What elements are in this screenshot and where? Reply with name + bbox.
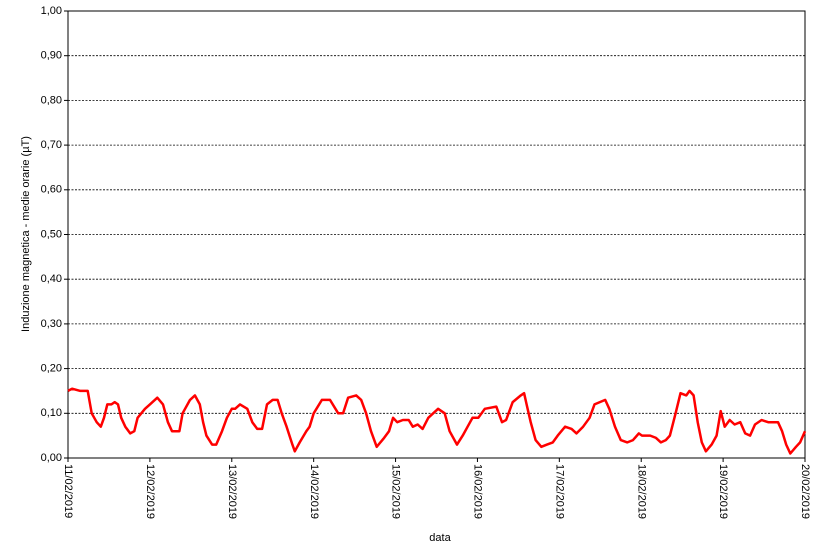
- y-tick-label: 0,60: [41, 184, 62, 196]
- y-tick-label: 0,00: [41, 452, 62, 464]
- y-tick-label: 0,90: [41, 50, 62, 62]
- x-tick-label: 16/02/2019: [472, 464, 484, 519]
- y-tick-label: 0,20: [41, 363, 62, 375]
- x-tick-label: 17/02/2019: [553, 464, 565, 519]
- x-tick-label: 11/02/2019: [62, 464, 74, 518]
- y-tick-label: 0,10: [41, 407, 62, 419]
- y-tick-label: 0,50: [41, 228, 62, 240]
- y-tick-label: 0,40: [41, 273, 62, 285]
- x-axis-label: data: [429, 532, 451, 544]
- x-tick-label: 15/02/2019: [390, 464, 402, 519]
- x-tick-label: 20/02/2019: [799, 464, 811, 519]
- y-axis-label: Induzione magnetica - medie orarie (µT): [20, 136, 32, 332]
- x-tick-label: 12/02/2019: [144, 464, 156, 519]
- y-tick-label: 0,70: [41, 139, 62, 151]
- plot-frame: [67, 10, 806, 459]
- x-tick-label: 18/02/2019: [635, 464, 647, 519]
- x-tick-label: 13/02/2019: [226, 464, 238, 519]
- y-tick-label: 0,80: [41, 94, 62, 106]
- x-tick-label: 19/02/2019: [717, 464, 729, 519]
- y-tick-label: 0,30: [41, 318, 62, 330]
- y-tick-label: 1,00: [41, 5, 62, 17]
- data-line: [67, 387, 807, 455]
- x-tick-label: 14/02/2019: [308, 464, 320, 519]
